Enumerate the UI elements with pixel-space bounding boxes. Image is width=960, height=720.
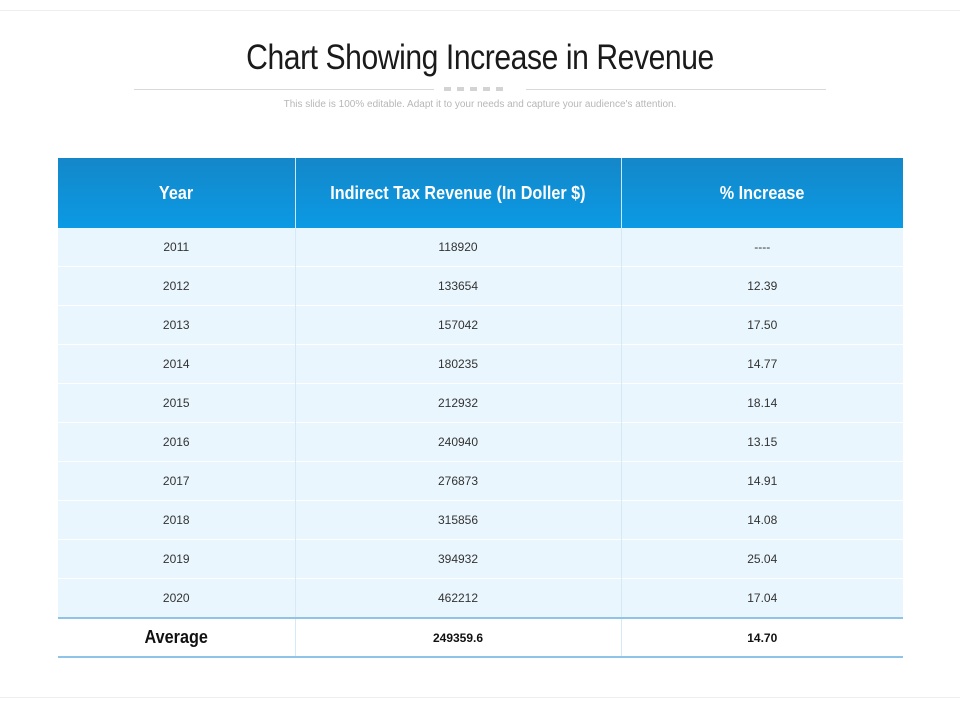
header-revenue: Indirect Tax Revenue (In Doller $) xyxy=(295,158,622,228)
cell-year: 2020 xyxy=(58,578,296,618)
average-label: Average xyxy=(58,617,296,658)
table-row: 2011 118920 ---- xyxy=(58,228,903,267)
table-row: 2016 240940 13.15 xyxy=(58,422,903,462)
cell-revenue: 394932 xyxy=(295,539,622,579)
slide-subtitle: This slide is 100% editable. Adapt it to… xyxy=(283,99,677,110)
table-header: Year Indirect Tax Revenue (In Doller $) … xyxy=(58,158,903,228)
cell-increase: 25.04 xyxy=(621,539,903,579)
header-row: Year Indirect Tax Revenue (In Doller $) … xyxy=(58,158,903,228)
table-row: 2017 276873 14.91 xyxy=(58,461,903,501)
slide-title: Chart Showing Increase in Revenue xyxy=(246,38,714,77)
cell-increase: 14.91 xyxy=(621,461,903,501)
title-divider-right xyxy=(526,89,826,90)
cell-increase: 18.14 xyxy=(621,383,903,423)
cell-year: 2017 xyxy=(58,461,296,501)
cell-increase: ---- xyxy=(621,228,903,267)
cell-increase: 17.04 xyxy=(621,578,903,618)
cell-revenue: 157042 xyxy=(295,305,622,345)
table-row: 2020 462212 17.04 xyxy=(58,578,903,618)
cell-revenue: 212932 xyxy=(295,383,622,423)
cell-revenue: 462212 xyxy=(295,578,622,618)
cell-revenue: 315856 xyxy=(295,500,622,540)
cell-revenue: 276873 xyxy=(295,461,622,501)
header-increase: % Increase xyxy=(621,158,903,228)
cell-year: 2011 xyxy=(58,228,296,267)
cell-year: 2018 xyxy=(58,500,296,540)
cell-increase: 13.15 xyxy=(621,422,903,462)
average-row: Average 249359.6 14.70 xyxy=(58,617,903,658)
header-year: Year xyxy=(58,158,296,228)
cell-increase: 14.08 xyxy=(621,500,903,540)
cell-year: 2014 xyxy=(58,344,296,384)
cell-increase: 12.39 xyxy=(621,266,903,306)
table-body: 2011 118920 ---- 2012 133654 12.39 2013 157042 1… xyxy=(58,228,903,618)
table-row: 2019 394932 25.04 xyxy=(58,539,903,579)
table-row: 2013 157042 17.50 xyxy=(58,305,903,345)
cell-revenue: 133654 xyxy=(295,266,622,306)
average-increase: 14.70 xyxy=(621,617,903,658)
cell-increase: 17.50 xyxy=(621,305,903,345)
table-row: 2014 180235 14.77 xyxy=(58,344,903,384)
cell-year: 2012 xyxy=(58,266,296,306)
top-rule xyxy=(0,10,960,11)
average-revenue: 249359.6 xyxy=(295,617,622,658)
cell-year: 2013 xyxy=(58,305,296,345)
bottom-rule xyxy=(0,697,960,698)
table-footer: Average 249359.6 14.70 xyxy=(58,617,903,658)
cell-revenue: 118920 xyxy=(295,228,622,267)
revenue-table: Year Indirect Tax Revenue (In Doller $) … xyxy=(58,158,903,658)
cell-year: 2019 xyxy=(58,539,296,579)
table-row: 2018 315856 14.08 xyxy=(58,500,903,540)
cell-increase: 14.77 xyxy=(621,344,903,384)
cell-revenue: 240940 xyxy=(295,422,622,462)
cell-year: 2015 xyxy=(58,383,296,423)
table-row: 2012 133654 12.39 xyxy=(58,266,903,306)
title-divider-left xyxy=(134,89,434,90)
cell-year: 2016 xyxy=(58,422,296,462)
cell-revenue: 180235 xyxy=(295,344,622,384)
title-divider-dots xyxy=(444,87,503,91)
table-row: 2015 212932 18.14 xyxy=(58,383,903,423)
